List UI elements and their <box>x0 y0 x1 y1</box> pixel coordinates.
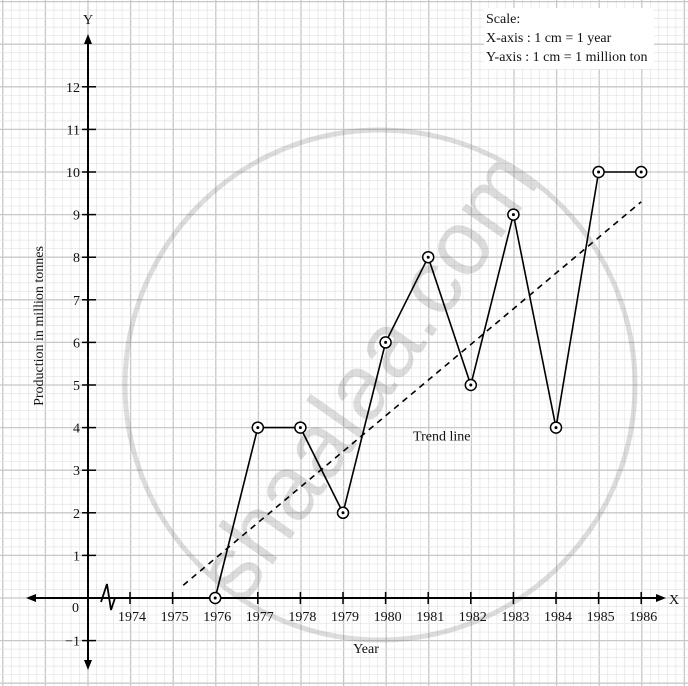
x-tick-label: 1981 <box>416 610 444 625</box>
x-axis-label: Year <box>353 642 379 657</box>
data-point-center <box>298 426 302 430</box>
y-axis-arrow-down <box>84 660 92 670</box>
y-tick-label: 2 <box>73 507 80 522</box>
x-axis-arrow-right <box>656 594 666 602</box>
y-axis-arrow-up <box>84 34 92 44</box>
y-tick-label: 12 <box>66 81 80 96</box>
x-tick-label: 1975 <box>161 610 189 625</box>
scale-x-axis: X-axis : 1 cm = 1 year <box>486 31 612 46</box>
data-point-center <box>597 170 601 174</box>
data-point-center <box>469 383 473 387</box>
scale-y-axis: Y-axis : 1 cm = 1 million ton <box>486 50 648 65</box>
watermark-circle <box>122 127 638 643</box>
x-tick-label: 1976 <box>203 610 231 625</box>
data-point-center <box>426 255 430 259</box>
y-tick-label: 7 <box>73 294 80 309</box>
x-tick-label: 1978 <box>288 610 316 625</box>
x-axis-letter: X <box>669 593 679 608</box>
ticks: 1974 1975 1976 1977 1978 1979 1980 1981 1982 1983… <box>65 81 657 650</box>
data-point-center <box>256 426 260 430</box>
y-tick-label: 1 <box>73 549 80 564</box>
scale-heading: Scale: <box>486 12 521 27</box>
data-point-center <box>341 511 345 515</box>
x-tick-label: 1984 <box>544 610 572 625</box>
y-tick-label: 8 <box>73 251 80 266</box>
x-tick-label: 1982 <box>459 610 487 625</box>
scale-legend: Scale: X-axis : 1 cm = 1 year Y-axis : 1… <box>484 8 654 69</box>
trend-line <box>182 201 642 586</box>
y-tick-label: 5 <box>73 379 80 394</box>
y-tick-label: 3 <box>73 464 80 479</box>
data-point-center <box>213 596 217 600</box>
y-tick-label: 4 <box>73 422 80 437</box>
data-point-center <box>554 426 558 430</box>
origin-label: 0 <box>72 601 79 616</box>
data-point-center <box>639 170 643 174</box>
x-tick-label: 1980 <box>374 610 402 625</box>
x-tick-label: 1986 <box>629 610 657 625</box>
x-tick-label: 1983 <box>501 610 529 625</box>
y-tick-label: 6 <box>73 336 80 351</box>
x-tick-label: 1979 <box>331 610 359 625</box>
y-tick-label: 10 <box>66 166 80 181</box>
series <box>182 165 648 605</box>
y-axis-label: Production in million tonnes <box>32 246 47 406</box>
y-tick-label: 9 <box>73 209 80 224</box>
y-tick-label: 11 <box>67 123 80 138</box>
y-tick-label: −1 <box>65 635 80 650</box>
trend-line-annotation: Trend line <box>413 429 470 444</box>
x-tick-label: 1977 <box>246 610 274 625</box>
x-tick-label: 1985 <box>587 610 615 625</box>
axis-break-icon <box>100 583 116 611</box>
data-point-center <box>511 213 515 217</box>
data-point-center <box>384 340 388 344</box>
y-axis-letter: Y <box>83 13 93 28</box>
x-axis-arrow-left <box>26 594 36 602</box>
x-tick-label: 1974 <box>118 610 146 625</box>
